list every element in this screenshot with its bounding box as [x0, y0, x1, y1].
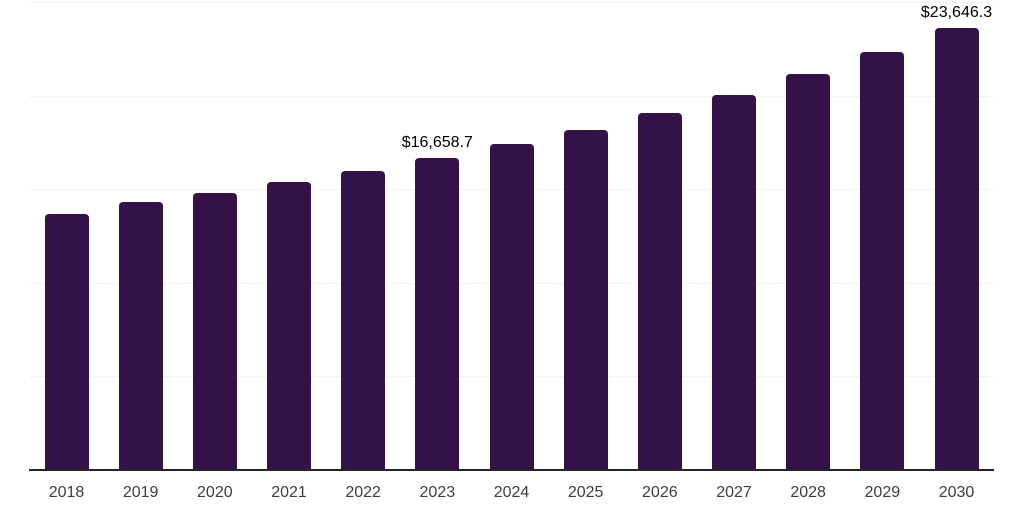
- x-tick-2023: 2023: [419, 484, 456, 501]
- bar-2030[interactable]: [934, 27, 979, 470]
- gridline-20000: [29, 95, 994, 97]
- bar-2018[interactable]: [44, 213, 89, 470]
- value-label-2030: $23,646.3: [920, 3, 993, 21]
- bar-2019[interactable]: [118, 201, 163, 470]
- x-tick-2027: 2027: [716, 484, 752, 501]
- x-axis-line: [29, 469, 994, 471]
- x-tick-2020: 2020: [197, 484, 233, 501]
- x-tick-2028: 2028: [790, 484, 826, 501]
- bar-2020[interactable]: [192, 192, 237, 470]
- x-tick-2029: 2029: [864, 484, 901, 501]
- value-label-2023: $16,658.7: [401, 134, 473, 152]
- bar-2027[interactable]: [712, 94, 756, 470]
- x-tick-2018: 2018: [48, 484, 85, 501]
- gridline-25000: [29, 1, 994, 3]
- x-tick-2024: 2024: [493, 484, 530, 501]
- bar-2029[interactable]: [860, 52, 905, 470]
- bar-2025[interactable]: [563, 129, 608, 470]
- x-tick-2022: 2022: [345, 484, 381, 501]
- bar-2028[interactable]: [786, 73, 831, 470]
- bar-2026[interactable]: [637, 113, 682, 470]
- x-tick-2030: 2030: [938, 484, 975, 501]
- bar-2021[interactable]: [267, 182, 311, 470]
- bar-2022[interactable]: [341, 170, 386, 470]
- bar-2023[interactable]: [415, 158, 460, 470]
- x-tick-2025: 2025: [567, 484, 604, 501]
- x-tick-2026: 2026: [642, 484, 678, 501]
- x-tick-2019: 2019: [122, 484, 159, 501]
- x-tick-2021: 2021: [271, 484, 307, 501]
- bar-2024[interactable]: [489, 143, 534, 470]
